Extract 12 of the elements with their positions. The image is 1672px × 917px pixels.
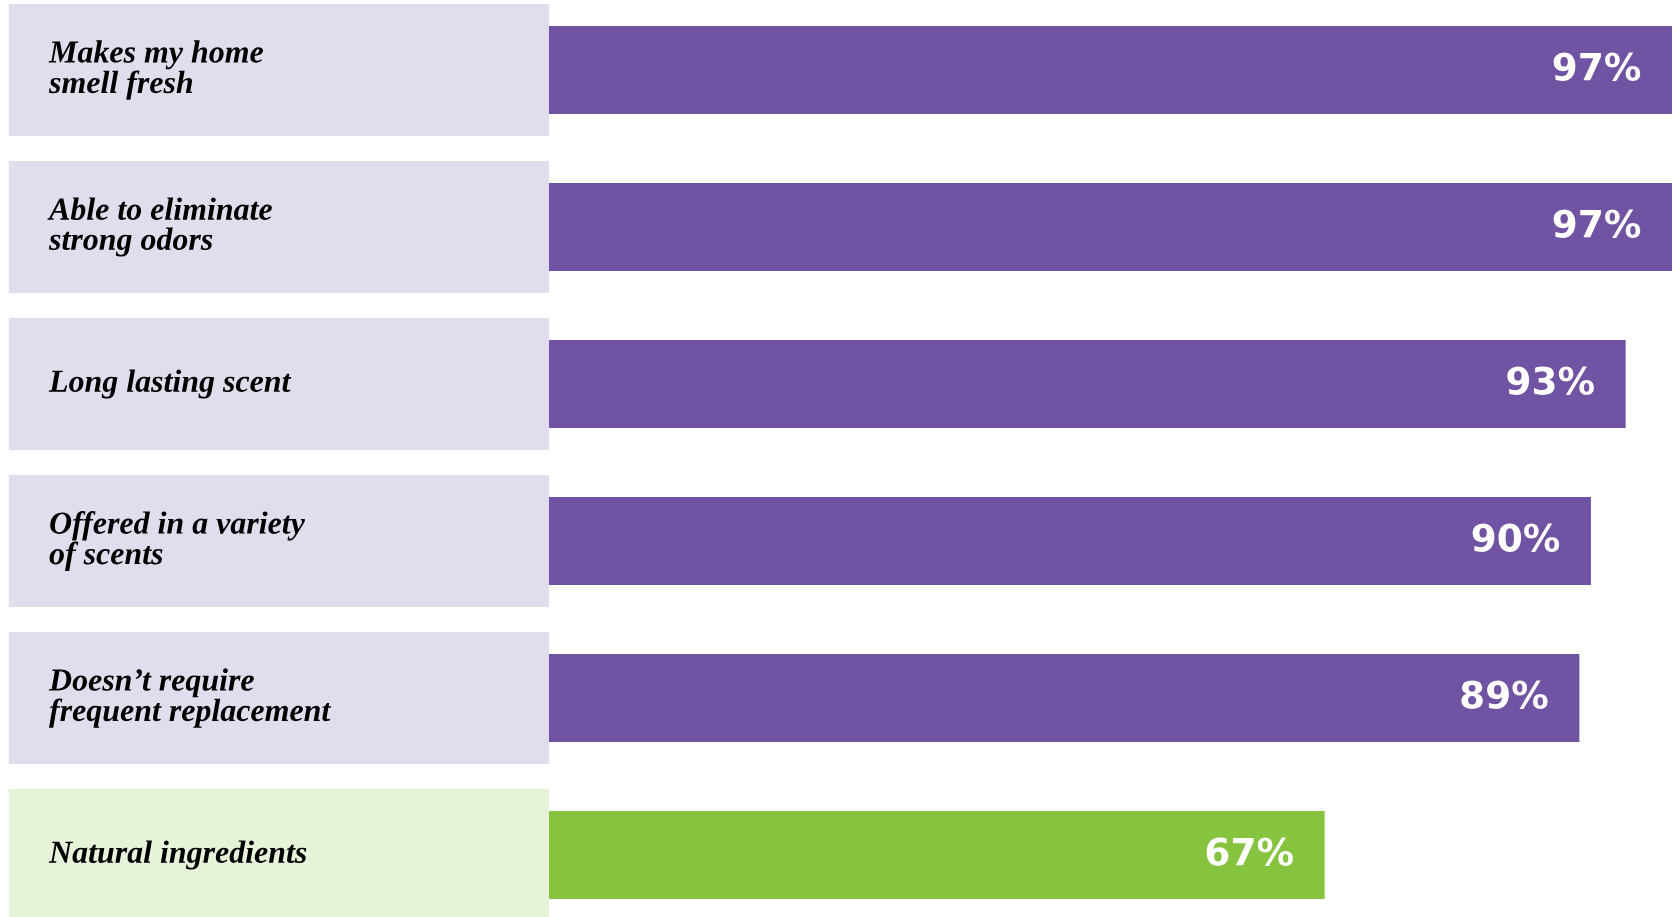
data-label: 67% <box>1206 837 1293 866</box>
y-tick-label: Makes my home smell fresh <box>48 40 264 100</box>
y-tick-label: Able to eliminate strong odors <box>47 197 272 257</box>
data-label: 93% <box>1507 366 1594 395</box>
data-label: 97% <box>1553 209 1641 238</box>
data-label: 97% <box>1553 52 1641 81</box>
y-tick-label: Offered in a variety of scents <box>49 511 305 571</box>
y-tick-label: Long lasting scent <box>48 369 292 399</box>
y-tick-label: Doesn’t require frequent replacement <box>48 668 332 728</box>
y-tick-label: Natural ingredients <box>48 840 307 870</box>
data-label: 89% <box>1461 680 1548 709</box>
data-label: 90% <box>1472 523 1560 552</box>
